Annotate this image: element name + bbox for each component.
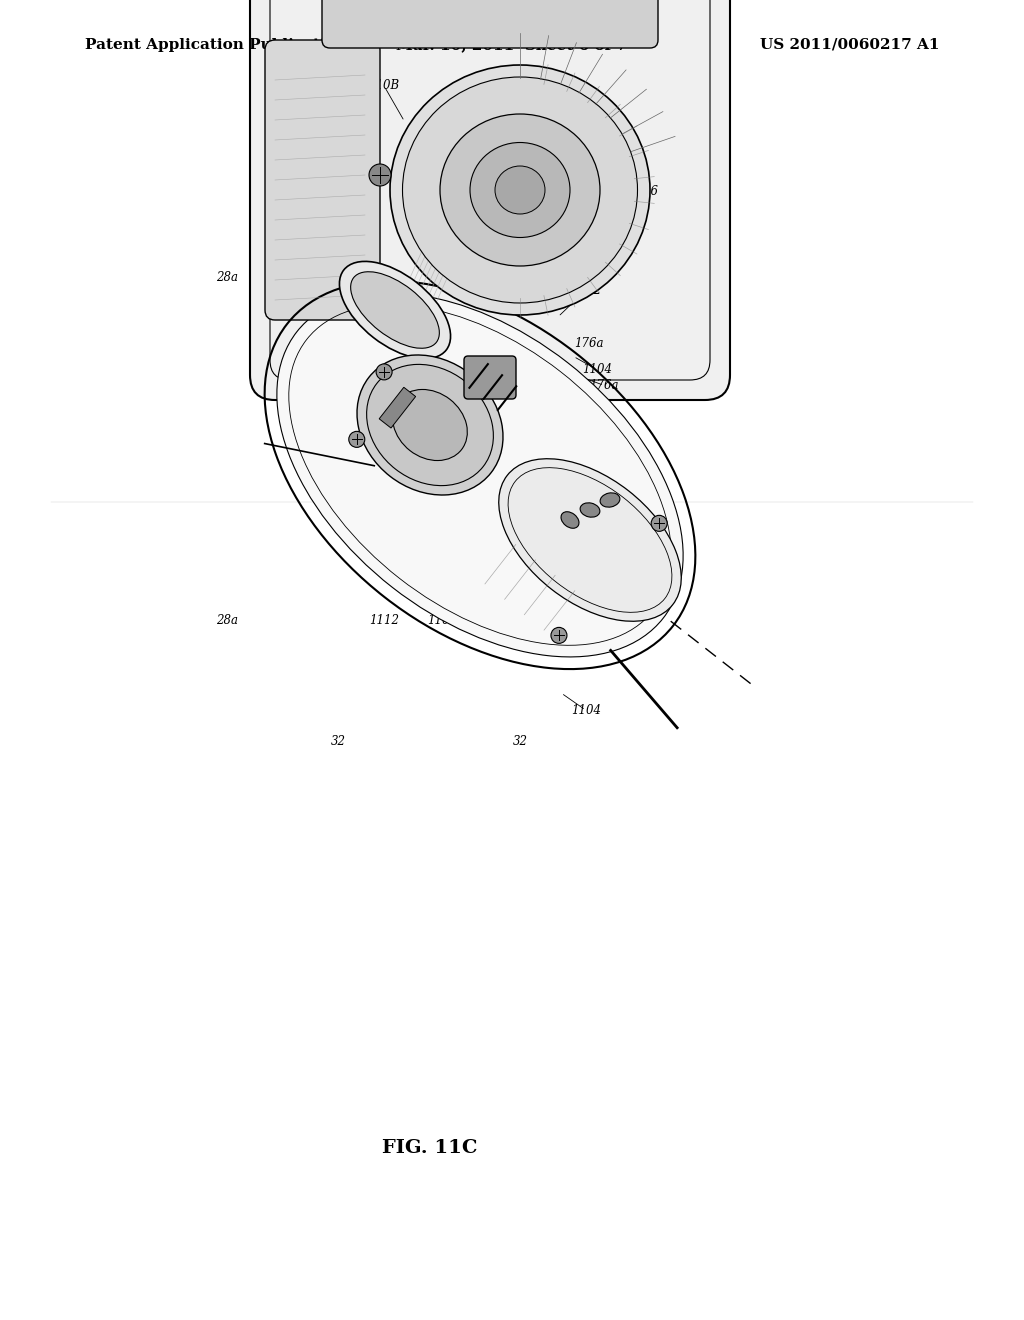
Text: 1112: 1112 — [369, 614, 399, 627]
Polygon shape — [379, 387, 416, 428]
Text: Patent Application Publication: Patent Application Publication — [85, 38, 347, 51]
Ellipse shape — [390, 65, 650, 315]
Ellipse shape — [470, 143, 570, 238]
Text: 176a: 176a — [590, 379, 618, 392]
Text: 28a: 28a — [216, 614, 239, 627]
Text: 16: 16 — [643, 185, 657, 198]
Text: Mar. 10, 2011  Sheet 6 of 7: Mar. 10, 2011 Sheet 6 of 7 — [396, 38, 628, 51]
Ellipse shape — [357, 355, 503, 495]
Text: 1104: 1104 — [570, 704, 601, 717]
Ellipse shape — [440, 114, 600, 267]
Text: 28a: 28a — [216, 271, 239, 284]
FancyBboxPatch shape — [464, 356, 516, 399]
Text: 32: 32 — [513, 735, 527, 748]
Ellipse shape — [600, 492, 620, 507]
Text: 176a: 176a — [574, 337, 603, 350]
Ellipse shape — [651, 515, 668, 532]
Text: 1110: 1110 — [502, 352, 532, 366]
Ellipse shape — [581, 503, 600, 517]
Text: 1106: 1106 — [427, 614, 458, 627]
Ellipse shape — [392, 389, 467, 461]
Text: 176a: 176a — [324, 231, 352, 244]
Ellipse shape — [499, 459, 681, 622]
Text: 1120: 1120 — [464, 614, 495, 627]
Text: 1112: 1112 — [507, 614, 538, 627]
Text: 1106: 1106 — [384, 284, 415, 297]
Ellipse shape — [376, 364, 392, 380]
Text: FIG. 10: FIG. 10 — [390, 556, 470, 574]
Text: 110B: 110B — [369, 79, 399, 92]
Ellipse shape — [349, 432, 365, 447]
Text: US 2011/0060217 A1: US 2011/0060217 A1 — [761, 38, 940, 51]
Text: 1112: 1112 — [527, 247, 558, 260]
Ellipse shape — [561, 512, 579, 528]
Text: 32: 32 — [305, 132, 319, 145]
Ellipse shape — [551, 627, 567, 643]
Text: 32: 32 — [523, 145, 538, 158]
Text: 32: 32 — [331, 735, 345, 748]
Text: 1110: 1110 — [425, 326, 456, 339]
Ellipse shape — [339, 261, 451, 359]
Text: 1104: 1104 — [582, 363, 612, 376]
Text: 1102: 1102 — [461, 458, 492, 471]
Ellipse shape — [367, 364, 494, 486]
FancyBboxPatch shape — [250, 0, 730, 400]
Text: 16: 16 — [554, 495, 568, 508]
Text: 1102: 1102 — [486, 257, 517, 271]
Ellipse shape — [495, 166, 545, 214]
Ellipse shape — [402, 77, 638, 304]
Ellipse shape — [276, 293, 683, 657]
Text: 1112: 1112 — [570, 284, 601, 297]
FancyBboxPatch shape — [265, 40, 380, 319]
Ellipse shape — [350, 272, 439, 348]
FancyBboxPatch shape — [322, 0, 658, 48]
Ellipse shape — [369, 164, 391, 186]
Text: FIG. 11C: FIG. 11C — [382, 1139, 478, 1158]
